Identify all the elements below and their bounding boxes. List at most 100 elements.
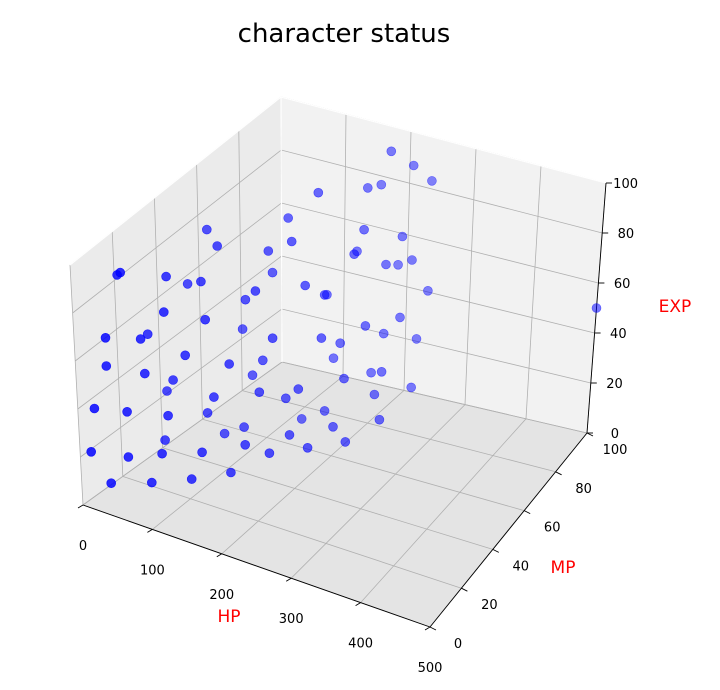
data-point [340,437,351,447]
y-tick-label: 20 [481,598,498,613]
y-tick-label: 40 [513,559,530,574]
data-point [376,179,387,190]
data-point [239,422,249,432]
data-point [316,333,327,343]
data-point [237,324,248,334]
y-axis-line [429,432,588,628]
x-tick-label: 0 [79,539,87,554]
y-tick-mark [586,432,594,437]
y-tick-mark [429,626,437,631]
data-point [101,361,112,371]
x-tick-mark [216,553,223,558]
x-axis-label: HP [217,607,240,627]
data-point [202,408,213,418]
data-point [427,176,437,186]
z-tick-label: 100 [613,177,638,192]
data-point [254,387,265,398]
data-point [168,375,178,385]
x-tick-mark [355,602,361,606]
data-point [202,224,212,235]
x-tick-mark [424,626,431,631]
data-point [407,255,417,265]
data-point [182,279,193,289]
data-point [142,329,153,340]
x-tick-label: 100 [140,563,165,578]
x-tick-label: 500 [418,661,443,676]
data-point [360,321,371,331]
data-point [200,314,210,325]
y-tick-label: 60 [544,521,561,536]
data-point [250,286,261,296]
data-point [267,267,278,278]
data-point [293,384,304,394]
y-tick-label: 100 [603,443,628,458]
data-point [263,246,274,256]
data-point [280,393,291,404]
data-point [335,338,346,349]
data-point [381,259,391,270]
data-point [408,160,419,171]
data-point [369,389,380,400]
data-point [313,187,324,198]
data-point [147,477,157,488]
data-point [283,213,294,223]
data-point [159,307,169,317]
data-point [123,452,134,462]
data-point [411,334,422,344]
data-point [209,392,219,402]
data-point [378,328,389,339]
x-tick-label: 200 [209,588,234,603]
data-point [395,312,405,323]
data-points [86,146,602,489]
pane-corner-edge [280,96,283,363]
z-tick-label: 40 [610,327,627,342]
data-point [366,367,376,378]
data-point [163,410,173,421]
data-point [135,334,146,344]
data-point [226,467,236,478]
data-point [240,439,250,450]
data-point [240,294,251,305]
data-point [328,353,339,364]
data-point [140,368,150,379]
z-tick-label: 60 [614,277,631,292]
data-point [186,474,197,484]
z-tick-label: 20 [606,377,623,392]
data-point [180,350,190,361]
data-point [197,447,207,458]
data-point [339,373,349,384]
x-tick-label: 300 [279,612,304,627]
x-axis-line [82,504,431,628]
data-point [247,370,258,381]
z-tick-label: 80 [618,227,635,242]
data-point [219,428,230,439]
data-point [359,224,369,235]
data-point [157,448,167,459]
pane-left [70,97,282,505]
data-point [100,332,111,343]
data-point [267,333,278,344]
data-point [106,478,116,489]
data-point [196,276,206,287]
data-point [122,406,132,417]
z-axis-label: EXP [659,297,692,317]
data-point [284,430,295,440]
y-axis-label: MP [551,558,576,578]
data-point [224,359,234,369]
data-point [349,249,360,259]
x-tick-mark [147,529,153,533]
axes-panes [70,97,606,627]
pane-back [281,97,606,433]
x-tick-mark [285,577,292,582]
data-point [374,414,385,425]
x-tick-label: 400 [348,637,373,652]
chart-title: character status [238,19,451,49]
y-tick-mark [523,510,531,515]
data-point [362,183,373,193]
y-tick-mark [555,471,562,476]
data-point [162,386,172,396]
data-point [591,303,602,313]
y-tick-label: 80 [575,482,592,497]
x-tick-mark [77,504,84,509]
